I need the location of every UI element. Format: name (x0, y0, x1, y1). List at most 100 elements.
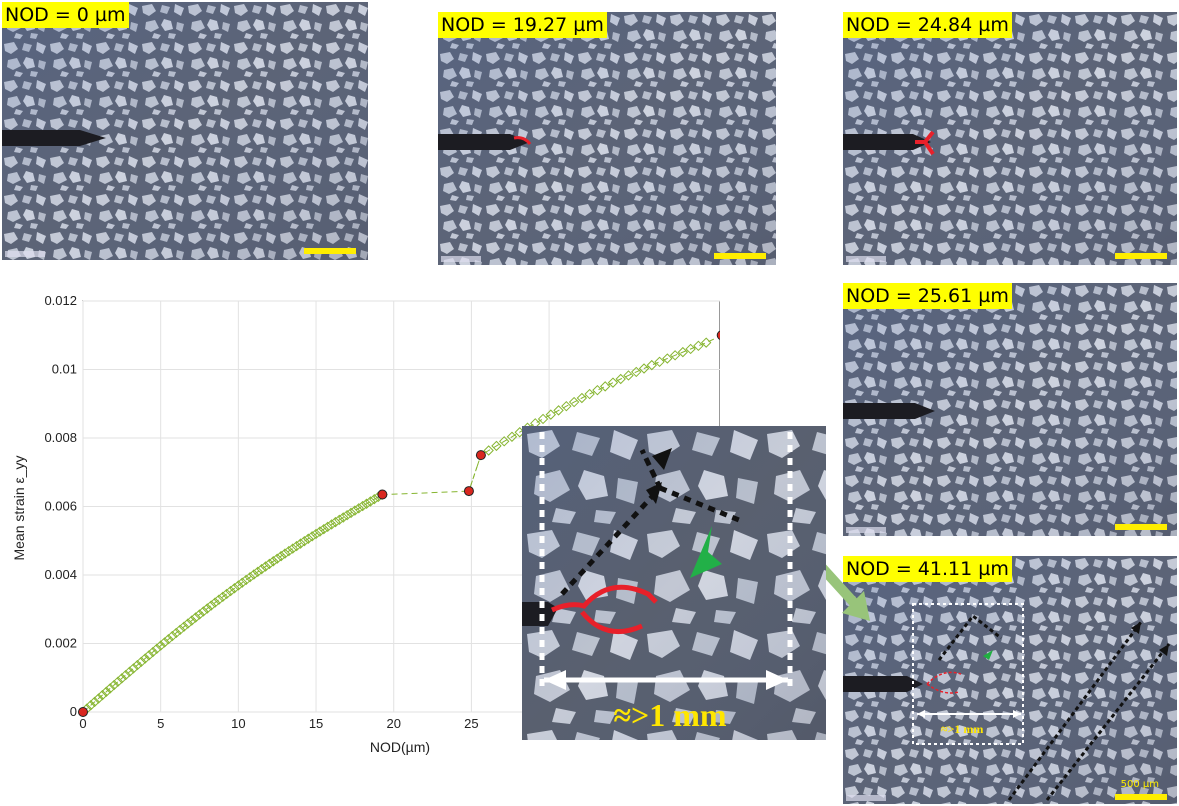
data-point-diamond (693, 340, 704, 352)
x-tick-label: 10 (231, 716, 245, 731)
data-point-diamond (139, 653, 151, 664)
propagation-arrow (937, 613, 1002, 661)
data-point-diamond (260, 561, 271, 572)
propagation-arrow (1007, 621, 1143, 801)
data-point-circle (377, 489, 388, 500)
data-point-diamond (662, 353, 673, 364)
data-point-diamond (334, 514, 345, 526)
micrograph-image (438, 12, 776, 265)
data-point-diamond (341, 509, 353, 521)
data-point-diamond (116, 673, 128, 684)
data-point-diamond (576, 392, 588, 404)
data-point-diamond (592, 384, 603, 396)
data-point-diamond (631, 366, 642, 378)
data-point-diamond (120, 669, 131, 681)
micrograph-image (843, 12, 1177, 265)
data-point-diamond (136, 656, 147, 668)
data-point-diamond (345, 507, 357, 519)
series-line (82, 335, 720, 713)
x-tick-label: 20 (386, 716, 400, 731)
data-point-diamond (330, 516, 341, 528)
data-point-diamond (310, 528, 322, 540)
data-point-diamond (202, 603, 213, 614)
image-caption-strip (5, 251, 45, 257)
data-point-diamond (349, 505, 361, 516)
data-point-diamond (326, 519, 337, 530)
data-point-diamond (615, 373, 626, 385)
data-point-diamond (545, 409, 557, 420)
data-point-diamond (291, 540, 302, 552)
x-axis-label: NOD(µm) (370, 739, 430, 755)
data-point-diamond (669, 350, 681, 361)
data-point-diamond (561, 400, 572, 412)
data-point-diamond (303, 533, 314, 544)
data-point-diamond (279, 548, 291, 559)
data-point-diamond (209, 597, 221, 608)
data-point-circle (78, 707, 88, 717)
image-caption-strip (441, 256, 481, 262)
data-point-diamond (318, 523, 330, 535)
data-point-diamond (101, 686, 112, 697)
scale-bar (304, 248, 356, 254)
notch (2, 130, 106, 146)
crack-path (513, 136, 532, 145)
y-tick-label: 0.006 (44, 499, 77, 514)
micrograph-image (2, 2, 368, 260)
x-tick-label: 25 (464, 716, 478, 731)
y-axis-label: Mean strain ε_yy (11, 455, 27, 560)
data-point-diamond (287, 543, 298, 554)
micrograph-panel-nod-41: NOD = 41.11 µm ≈>1 mm 500 µm (843, 556, 1177, 804)
notch (843, 134, 931, 150)
data-point-diamond (275, 550, 287, 562)
data-point-diamond (248, 569, 260, 580)
y-tick-label: 0.01 (52, 362, 77, 377)
data-point-diamond (498, 436, 510, 447)
data-point-diamond (623, 370, 634, 381)
data-point-diamond (143, 650, 155, 661)
data-point-diamond (256, 563, 267, 575)
image-caption-strip (846, 256, 886, 262)
micrograph-panel-nod-0: NOD = 0 µm (2, 2, 368, 260)
data-point-diamond (108, 679, 120, 691)
data-point-diamond (584, 388, 595, 400)
data-point-diamond (93, 693, 104, 704)
micrograph-panel-nod-24: NOD = 24.84 µm (843, 12, 1177, 265)
nod-label: NOD = 0 µm (2, 2, 129, 28)
image-caption-strip (846, 527, 886, 533)
inset-image: ≈>1 mm (522, 426, 826, 740)
data-point-diamond (491, 440, 502, 452)
zoom-inset: ≈>1 mm (522, 426, 826, 740)
mini-width-label: ≈>1 mm (941, 722, 984, 736)
propagation-arrow (1045, 643, 1171, 801)
data-point-diamond (685, 343, 696, 355)
data-point-diamond (240, 574, 252, 586)
notch (843, 676, 923, 692)
data-point-diamond (646, 359, 658, 371)
data-point-diamond (553, 405, 564, 416)
y-tick-label: 0 (70, 704, 77, 719)
notch (843, 403, 935, 419)
data-point-diamond (357, 500, 368, 512)
scale-bar (1115, 524, 1167, 530)
x-tick-label: 0 (79, 716, 86, 731)
notch (438, 134, 530, 150)
data-point-diamond (132, 659, 143, 671)
nod-label: NOD = 25.61 µm (843, 283, 1012, 309)
data-point-diamond (112, 676, 124, 687)
x-tick-label: 15 (309, 716, 323, 731)
data-point-diamond (314, 526, 326, 537)
data-point-diamond (147, 646, 159, 658)
data-point-diamond (151, 643, 163, 655)
data-point-diamond (190, 612, 201, 623)
data-point-diamond (677, 346, 689, 358)
x-tick-label: 5 (157, 716, 164, 731)
data-point-diamond (365, 496, 376, 507)
data-point-diamond (306, 531, 318, 542)
data-point-diamond (213, 594, 225, 605)
data-point-diamond (194, 609, 205, 620)
data-point-diamond (174, 624, 186, 636)
data-point-diamond (537, 413, 549, 425)
data-point-diamond (163, 634, 174, 645)
data-point-diamond (97, 689, 108, 701)
data-point-diamond (338, 512, 349, 523)
